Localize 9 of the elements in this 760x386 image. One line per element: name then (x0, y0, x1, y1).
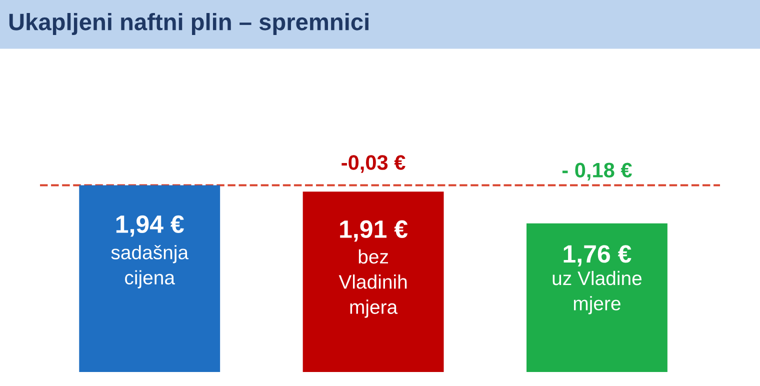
x-tick-label: sadašnja cijena (111, 245, 189, 288)
data-label: 1,76 € (564, 245, 632, 266)
text: - 0,18 € (562, 162, 632, 181)
text: -0,03 € (342, 155, 406, 173)
x-tick-label: uz Vladine mjere (552, 270, 642, 314)
chart-title: Ukapljeni naftni plin – spremnici (9, 12, 368, 36)
data-label: 1,94 € (116, 215, 184, 237)
x-tick-label: bez Vladinih mjera (338, 249, 407, 318)
data-label: 1,91 € (340, 220, 408, 242)
